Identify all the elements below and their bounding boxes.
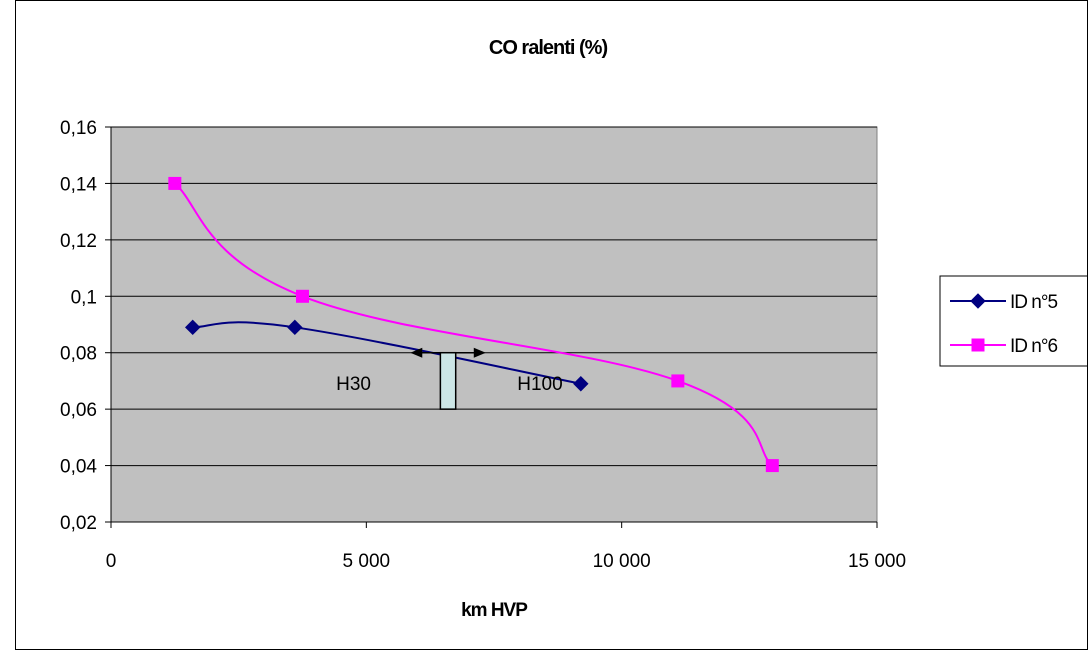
- y-tick-label: 0,12: [60, 231, 97, 252]
- legend-marker-shape: [970, 293, 986, 309]
- annotation-h30: H30: [336, 374, 371, 395]
- axes-layer: [105, 126, 878, 528]
- series-2-point: [296, 289, 309, 303]
- series-1-point: [287, 319, 303, 336]
- plot-area: [110, 126, 878, 523]
- legend-label-1: ID n°5: [1010, 292, 1057, 313]
- annotation-box: [439, 351, 457, 410]
- legend-marker-2: [971, 338, 985, 352]
- chart-title: CO ralenti (%): [489, 37, 608, 59]
- legend-box: [939, 275, 1087, 367]
- x-tick-label: 15 000: [848, 551, 906, 572]
- y-tick-label: 0,1: [71, 287, 97, 308]
- legend-marker-1: [970, 293, 986, 309]
- legend-label-2: ID n°6: [1010, 336, 1057, 357]
- x-tick-label: 10 000: [593, 551, 651, 572]
- legend-marker-shape: [971, 338, 985, 352]
- series-layer: [168, 176, 779, 473]
- y-tick-label: 0,08: [60, 344, 97, 365]
- series-2-point: [765, 459, 779, 473]
- series-2-point: [168, 176, 182, 190]
- series-1-point: [184, 319, 201, 336]
- tick-labels: 0,02 0,04 0,06 0,08 0,1 0,12 0,14 0,16 0 5 000 10 …: [60, 118, 906, 572]
- annotation-layer: H30 H100: [336, 347, 563, 410]
- series-2-point: [671, 374, 685, 388]
- chart-frame: H30 H100 0,02 0,04 0,06 0,08 0,1 0,12 0,14 0,16 0…: [15, 0, 1088, 650]
- x-tick-label: 0: [106, 551, 117, 572]
- x-tick-label: 5 000: [343, 551, 391, 572]
- annotation-h100: H100: [517, 374, 562, 395]
- line-chart: H30 H100 0,020,040,060,080,10,120,140,160…: [60, 37, 1087, 621]
- arrow-head-left: [410, 347, 423, 358]
- y-tick-label: 0,16: [60, 118, 97, 139]
- series-line-2: [174, 182, 774, 467]
- series-1-point: [573, 376, 589, 392]
- y-tick-label: 0,14: [60, 174, 97, 195]
- series-line-1: [192, 321, 582, 385]
- legend: ID n°5 ID n°6: [939, 275, 1087, 367]
- y-tick-label: 0,04: [60, 457, 97, 478]
- y-tick-label: 0,02: [60, 513, 97, 534]
- y-tick-label: 0,06: [60, 400, 97, 421]
- arrow-head-right: [473, 347, 486, 358]
- x-axis-title: km HVP: [461, 600, 528, 621]
- grid-layer: [111, 126, 877, 467]
